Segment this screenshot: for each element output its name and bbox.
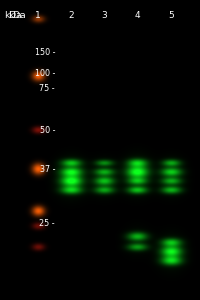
Text: 4: 4 [134, 11, 140, 20]
Text: 1: 1 [35, 11, 41, 20]
Text: kDa: kDa [8, 11, 26, 20]
Text: 37 -: 37 - [40, 165, 55, 174]
Text: 3: 3 [101, 11, 107, 20]
Text: 75 -: 75 - [39, 84, 55, 93]
Text: kDa: kDa [4, 11, 22, 20]
Text: 100 -: 100 - [35, 69, 55, 78]
Text: 25 -: 25 - [39, 219, 55, 228]
Text: 2: 2 [68, 11, 74, 20]
Text: 5: 5 [168, 11, 174, 20]
Text: 50 -: 50 - [40, 126, 55, 135]
Text: 150 -: 150 - [35, 48, 55, 57]
